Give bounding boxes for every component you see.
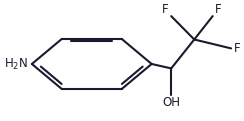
Text: F: F [215,3,222,16]
Text: $\mathregular{H_2N}$: $\mathregular{H_2N}$ [4,56,28,72]
Text: F: F [162,3,169,16]
Text: F: F [234,42,240,55]
Text: OH: OH [162,96,180,109]
